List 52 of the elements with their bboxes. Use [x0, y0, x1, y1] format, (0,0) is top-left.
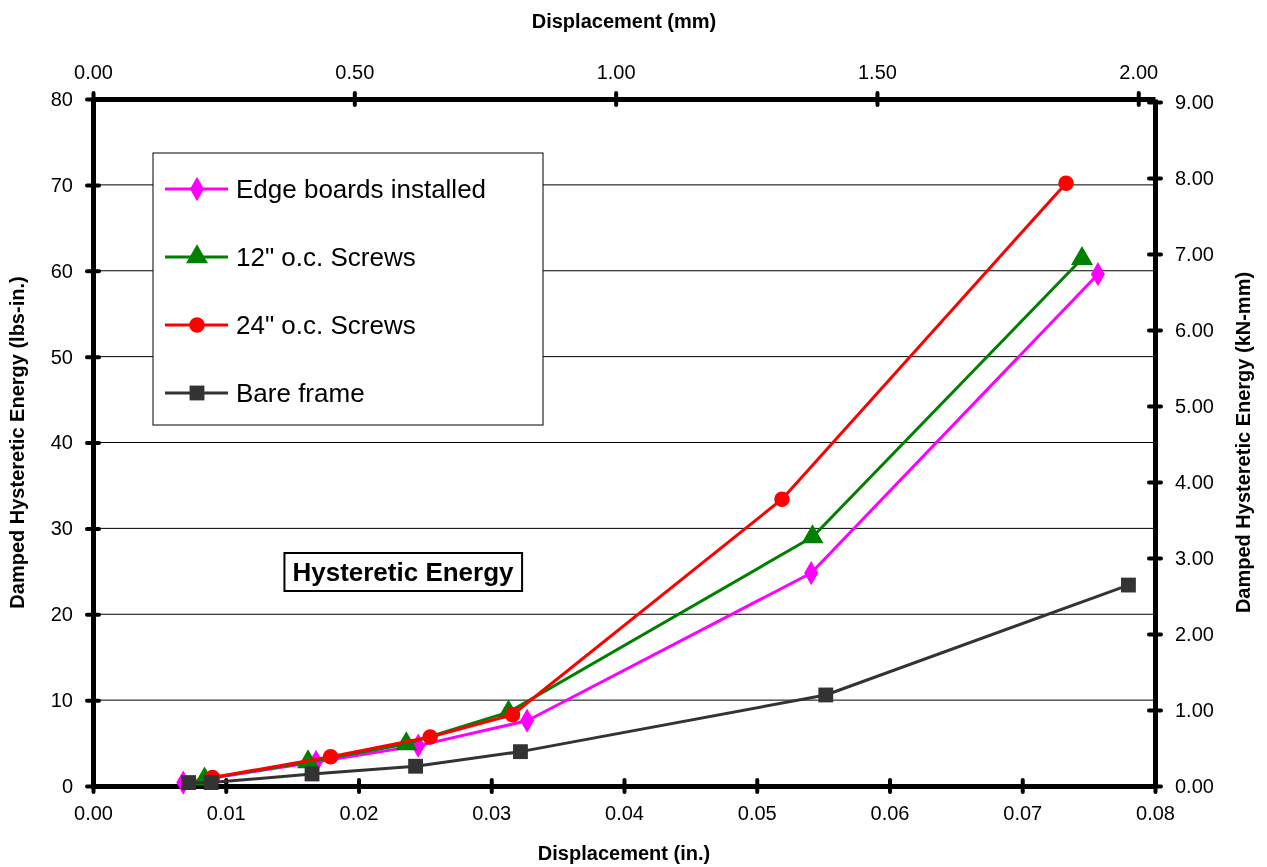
x-tick-label: 0.01	[206, 802, 246, 825]
x2-tick-label: 1.50	[857, 61, 897, 83]
y2-tick-label: 6.00	[1175, 318, 1214, 341]
x-tick-label: 0.02	[339, 802, 379, 825]
y2-tick-label: 1.00	[1175, 698, 1214, 721]
x-tick-label: 0.06	[870, 802, 910, 825]
legend-label: Edge boards installed	[236, 174, 487, 204]
y-tick-label: 20	[50, 603, 73, 626]
y2-tick-label: 8.00	[1175, 166, 1214, 189]
x-tick-label: 0.08	[1136, 802, 1175, 825]
point	[203, 775, 219, 790]
point	[818, 687, 834, 703]
x2-axis-title: Displacement (mm)	[531, 10, 717, 32]
y-tick-label: 50	[50, 345, 73, 368]
annotation: Hysteretic Energy	[292, 557, 515, 587]
x-tick-label: 0.04	[605, 802, 644, 825]
point	[422, 729, 438, 745]
y-tick-label: 30	[50, 517, 73, 540]
y-tick-label: 0	[61, 774, 73, 797]
point	[181, 775, 196, 790]
x2-tick-label: 0.50	[335, 61, 375, 83]
x-axis-title: Displacement (in.)	[537, 842, 711, 864]
y-tick-label: 80	[50, 87, 73, 110]
point	[408, 758, 423, 774]
x2-tick-label: 0.00	[74, 61, 113, 83]
y2-tick-label: 0.00	[1175, 774, 1214, 797]
y-tick-label: 60	[50, 259, 73, 282]
y-tick-label: 10	[50, 689, 73, 712]
y2-tick-label: 3.00	[1175, 546, 1214, 569]
x2-tick-label: 1.00	[596, 61, 636, 83]
x-tick-label: 0.07	[1003, 802, 1043, 825]
x-tick-label: 0.05	[737, 802, 777, 825]
point	[513, 744, 528, 760]
legend-label: Bare frame	[236, 378, 365, 408]
y-tick-label: 70	[50, 173, 73, 196]
y2-tick-label: 9.00	[1175, 90, 1214, 113]
legend-label: 12" o.c. Screws	[236, 242, 416, 272]
point	[1058, 175, 1074, 191]
y2-tick-label: 4.00	[1175, 470, 1214, 493]
y-axis-title: Damped Hysteretic Energy (lbs-in.)	[6, 276, 28, 609]
point	[774, 491, 790, 507]
x-tick-label: 0.00	[74, 802, 113, 825]
y2-axis-title: Damped Hysteretic Energy (kN-mm)	[1232, 271, 1254, 614]
y2-tick-label: 2.00	[1175, 622, 1214, 645]
x-tick-label: 0.03	[472, 802, 512, 825]
legend-label: 24" o.c. Screws	[236, 310, 416, 340]
point	[1121, 577, 1136, 593]
x2-tick-label: 2.00	[1119, 61, 1159, 83]
y2-tick-label: 7.00	[1175, 242, 1214, 265]
y2-tick-label: 5.00	[1175, 394, 1214, 417]
y-tick-label: 40	[50, 431, 73, 454]
point	[322, 749, 339, 765]
